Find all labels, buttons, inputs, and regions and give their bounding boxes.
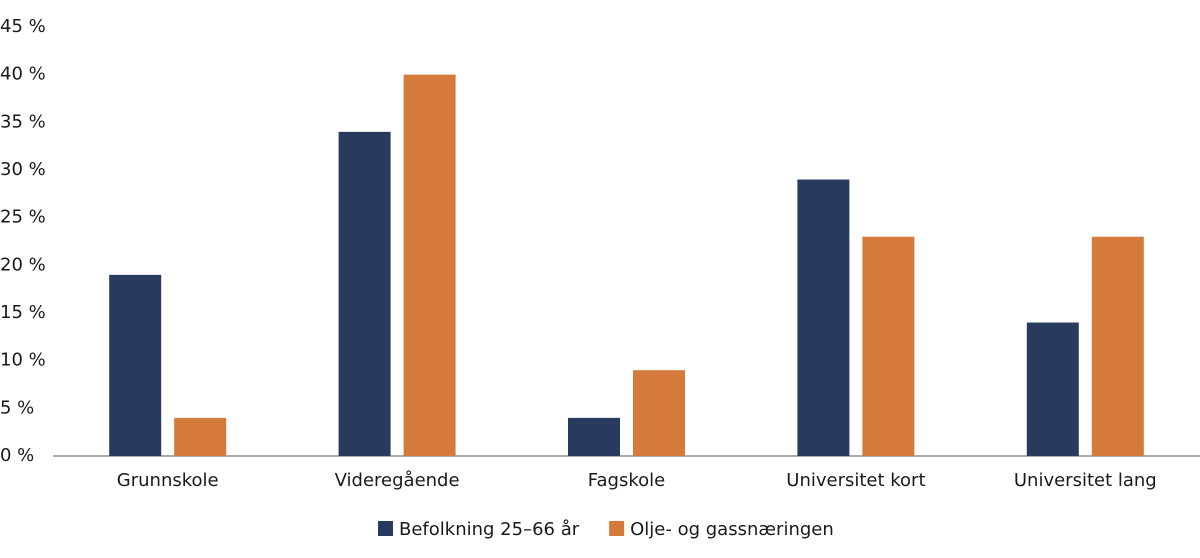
legend-label: Olje- og gassnæringen — [630, 519, 834, 540]
x-tick-label: Fagskole — [588, 470, 665, 491]
bar — [403, 74, 456, 457]
x-tick-label: Universitet kort — [786, 470, 925, 491]
y-tick-label: 40 % — [0, 64, 46, 85]
legend-swatch — [609, 521, 625, 536]
y-tick-label: 0 % — [0, 445, 34, 466]
x-tick-label: Grunnskole — [117, 470, 219, 491]
bar — [338, 131, 391, 456]
bar — [797, 179, 850, 457]
bar — [109, 274, 162, 456]
x-tick-label: Videregående — [335, 470, 460, 491]
legend-swatch — [378, 521, 393, 536]
legend-label: Befolkning 25–66 år — [399, 519, 580, 540]
y-tick-label: 5 % — [0, 397, 34, 418]
y-tick-label: 20 % — [0, 254, 46, 275]
y-tick-label: 15 % — [0, 302, 46, 323]
y-tick-label: 30 % — [0, 159, 46, 180]
y-tick-label: 35 % — [0, 111, 46, 132]
bar — [568, 417, 620, 456]
bar — [1091, 236, 1144, 456]
x-tick-label: Universitet lang — [1014, 470, 1157, 491]
bar — [633, 370, 685, 456]
bar — [862, 236, 915, 456]
bar — [1026, 322, 1079, 456]
y-tick-label: 10 % — [0, 350, 46, 371]
bar — [174, 417, 227, 456]
y-tick-label: 45 % — [0, 16, 46, 37]
y-tick-label: 25 % — [0, 207, 46, 228]
